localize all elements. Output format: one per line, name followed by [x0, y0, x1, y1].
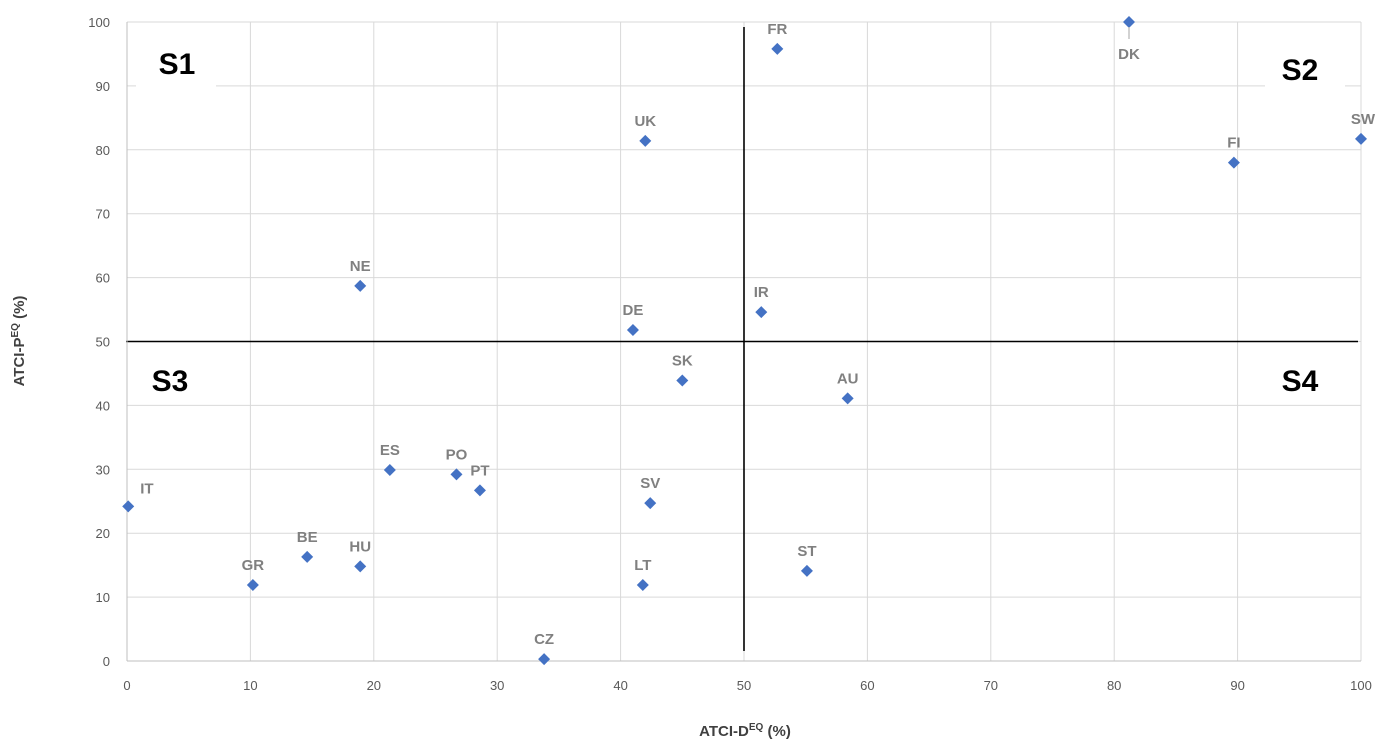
- quadrant-label-s4: S4: [1282, 365, 1319, 398]
- quadrant-box-s4: [1265, 352, 1345, 404]
- point-label-de: DE: [623, 302, 644, 319]
- y-tick-label-1: 10: [96, 590, 110, 605]
- x-tick-label-9: 90: [1230, 678, 1244, 693]
- x-tick-label-4: 40: [613, 678, 627, 693]
- y-axis-title: ATCI-PEQ (%): [10, 296, 28, 387]
- point-label-sw: SW: [1351, 111, 1376, 128]
- point-label-fr: FR: [767, 21, 787, 38]
- x-axis-title-sup: EQ: [749, 722, 764, 733]
- y-axis-title-unit: (%): [11, 296, 28, 324]
- y-axis-title-sup: EQ: [10, 323, 21, 338]
- point-label-dk: DK: [1118, 46, 1140, 63]
- y-tick-label-8: 80: [96, 143, 110, 158]
- y-axis-ticks: 0 10 20 30 40 50 60 70 80 90 100: [88, 15, 110, 669]
- y-axis-title-main: ATCI-P: [11, 338, 28, 387]
- point-label-po: PO: [446, 446, 468, 463]
- x-tick-label-1: 10: [243, 678, 257, 693]
- quadrant-label-s3: S3: [152, 365, 189, 398]
- quadrant-labels: S1 S2 S3 S4: [136, 36, 1345, 404]
- quadrant-label-s1: S1: [159, 48, 196, 81]
- y-tick-label-4: 40: [96, 398, 110, 413]
- y-tick-label-0: 0: [103, 654, 110, 669]
- point-it: [122, 500, 135, 513]
- point-fi: [1227, 156, 1240, 169]
- point-uk: [639, 134, 652, 147]
- quadrant-box-s1: [136, 36, 216, 88]
- point-label-hu: HU: [349, 538, 371, 555]
- y-tick-label-6: 60: [96, 271, 110, 286]
- point-label-uk: UK: [634, 113, 656, 130]
- point-de: [626, 323, 639, 336]
- x-tick-label-0: 0: [123, 678, 130, 693]
- point-dk: [1123, 16, 1136, 28]
- x-tick-label-10: 100: [1350, 678, 1372, 693]
- point-label-lt: LT: [634, 557, 651, 574]
- point-label-pt: PT: [470, 462, 489, 479]
- x-tick-label-7: 70: [984, 678, 998, 693]
- x-tick-label-5: 50: [737, 678, 751, 693]
- y-tick-label-5: 50: [96, 335, 110, 350]
- point-sw: [1355, 132, 1367, 145]
- y-tick-label-2: 20: [96, 526, 110, 541]
- point-po: [450, 468, 463, 481]
- point-label-sv: SV: [640, 475, 660, 492]
- point-label-it: IT: [140, 480, 153, 497]
- point-st: [800, 564, 813, 577]
- x-axis-ticks: 0 10 20 30 40 50 60 70 80 90 100: [123, 678, 1371, 693]
- point-label-au: AU: [837, 370, 859, 387]
- point-hu: [354, 560, 367, 573]
- quadrant-label-s2: S2: [1282, 54, 1319, 87]
- y-tick-label-10: 100: [88, 15, 110, 30]
- point-label-ne: NE: [350, 258, 371, 275]
- point-es: [383, 463, 396, 476]
- point-gr: [246, 578, 259, 591]
- x-tick-label-2: 20: [367, 678, 381, 693]
- point-cz: [538, 653, 551, 666]
- point-label-cz: CZ: [534, 631, 554, 648]
- quadrant-dividers: [126, 22, 1361, 662]
- x-axis-title-main: ATCI-D: [699, 723, 749, 740]
- point-pt: [473, 484, 486, 497]
- x-tick-label-8: 80: [1107, 678, 1121, 693]
- x-tick-label-3: 30: [490, 678, 504, 693]
- x-tick-label-6: 60: [860, 678, 874, 693]
- point-be: [301, 550, 314, 563]
- quadrant-box-s3: [136, 350, 216, 402]
- x-axis-title-unit: (%): [763, 723, 791, 740]
- point-ir: [755, 306, 768, 319]
- x-axis-title: ATCI-DEQ (%): [699, 722, 791, 740]
- point-fr: [771, 42, 784, 55]
- point-sv: [644, 497, 657, 510]
- point-label-sk: SK: [672, 352, 693, 369]
- y-tick-label-7: 70: [96, 207, 110, 222]
- point-label-ir: IR: [754, 284, 769, 301]
- point-label-fi: FI: [1227, 135, 1240, 152]
- point-label-st: ST: [797, 543, 816, 560]
- quadrant-box-s2: [1265, 42, 1345, 94]
- point-label-be: BE: [297, 529, 318, 546]
- point-label-gr: GR: [242, 557, 265, 574]
- y-tick-label-3: 30: [96, 462, 110, 477]
- point-ne: [354, 279, 367, 292]
- point-label-es: ES: [380, 442, 400, 459]
- data-points: [122, 16, 1367, 666]
- point-au: [841, 392, 854, 405]
- point-sk: [676, 374, 689, 387]
- y-tick-label-9: 90: [96, 79, 110, 94]
- point-lt: [636, 578, 649, 591]
